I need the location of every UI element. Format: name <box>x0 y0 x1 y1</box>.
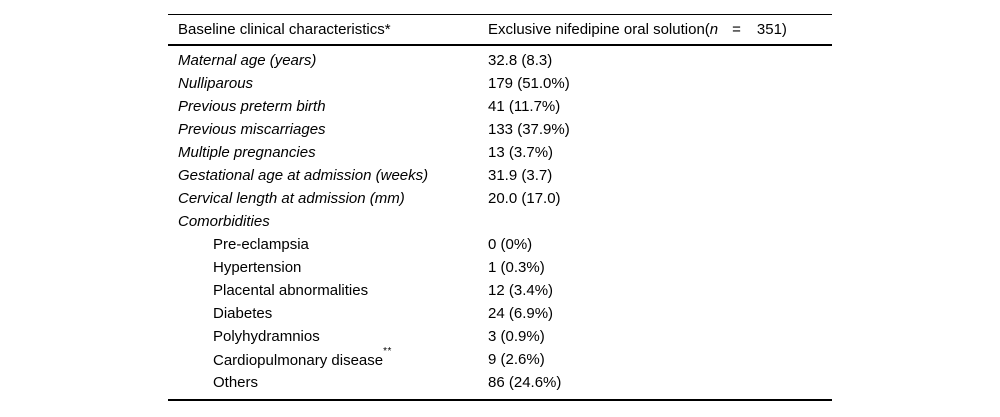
table-subrow: Placental abnormalities 12 (3.4%) <box>168 279 832 302</box>
row-value: 32.8 (8.3) <box>488 52 553 69</box>
table-row: Multiple pregnancies 13 (3.7%) <box>168 141 832 164</box>
header-n-value: 351) <box>756 21 787 38</box>
subrow-label: Polyhydramnios <box>213 328 320 345</box>
row-value: 13 (3.7%) <box>488 144 554 161</box>
footnote-marker: ** <box>383 345 392 357</box>
subrow-label: Others <box>213 374 259 391</box>
row-label: Cervical length at admission (mm) <box>178 190 405 207</box>
row-value: 20.0 (17.0) <box>488 190 561 207</box>
row-value: 179 (51.0%) <box>488 75 570 92</box>
row-value: 1 (0.3%) <box>488 259 545 276</box>
header-col-characteristics: Baseline clinical characteristics* <box>178 21 391 38</box>
row-label: Previous preterm birth <box>178 98 326 115</box>
row-value: 12 (3.4%) <box>488 282 554 299</box>
row-label: Nulliparous <box>178 75 254 92</box>
table-subrow: Diabetes 24 (6.9%) <box>168 302 832 325</box>
row-value: 41 (11.7%) <box>488 98 561 115</box>
table-row: Cervical length at admission (mm) 20.0 (… <box>168 187 832 210</box>
table-subrow: Cardiopulmonary disease** 9 (2.6%) <box>168 346 832 371</box>
table-subrow: Pre-eclampsia 0 (0%) <box>168 233 832 256</box>
baseline-characteristics-table: Baseline clinical characteristics* Exclu… <box>168 14 832 401</box>
header-group-text: Exclusive nifedipine oral solution( <box>488 21 710 38</box>
table-row: Nulliparous 179 (51.0%) <box>168 72 832 95</box>
table-row: Gestational age at admission (weeks) 31.… <box>168 164 832 187</box>
header-equals-sign: = <box>732 21 741 38</box>
subrow-label: Placental abnormalities <box>213 282 369 299</box>
row-label: Multiple pregnancies <box>178 144 316 161</box>
subrow-label: Hypertension <box>213 259 302 276</box>
section-label: Comorbidities <box>178 213 270 230</box>
table-body: Maternal age (years) 32.8 (8.3) Nullipar… <box>168 46 832 401</box>
table-subrow: Others 86 (24.6%) <box>168 371 832 394</box>
subrow-label: Pre-eclampsia <box>213 236 309 253</box>
row-label: Previous miscarriages <box>178 121 326 138</box>
table-row: Maternal age (years) 32.8 (8.3) <box>168 49 832 72</box>
table-subrow: Hypertension 1 (0.3%) <box>168 256 832 279</box>
row-value: 24 (6.9%) <box>488 305 554 322</box>
subrow-label: Cardiopulmonary disease** <box>168 346 488 369</box>
header-col-treatment-group: Exclusive nifedipine oral solution(n = 351… <box>488 21 832 38</box>
row-value: 9 (2.6%) <box>488 351 545 368</box>
row-label: Gestational age at admission (weeks) <box>178 167 429 184</box>
subrow-label-text: Cardiopulmonary disease <box>213 351 384 369</box>
row-value: 86 (24.6%) <box>488 374 562 391</box>
row-value: 0 (0%) <box>488 236 533 253</box>
table-row: Previous preterm birth 41 (11.7%) <box>168 95 832 118</box>
row-value: 3 (0.9%) <box>488 328 545 345</box>
subrow-label: Diabetes <box>213 305 273 322</box>
row-label: Maternal age (years) <box>178 52 317 69</box>
table-section-row: Comorbidities <box>168 210 832 233</box>
header-n-symbol: n <box>709 21 719 38</box>
table-row: Previous miscarriages 133 (37.9%) <box>168 118 832 141</box>
row-value: 31.9 (3.7) <box>488 167 553 184</box>
table-subrow: Polyhydramnios 3 (0.9%) <box>168 325 832 348</box>
table-header-row: Baseline clinical characteristics* Exclu… <box>168 15 832 46</box>
row-value: 133 (37.9%) <box>488 121 570 138</box>
